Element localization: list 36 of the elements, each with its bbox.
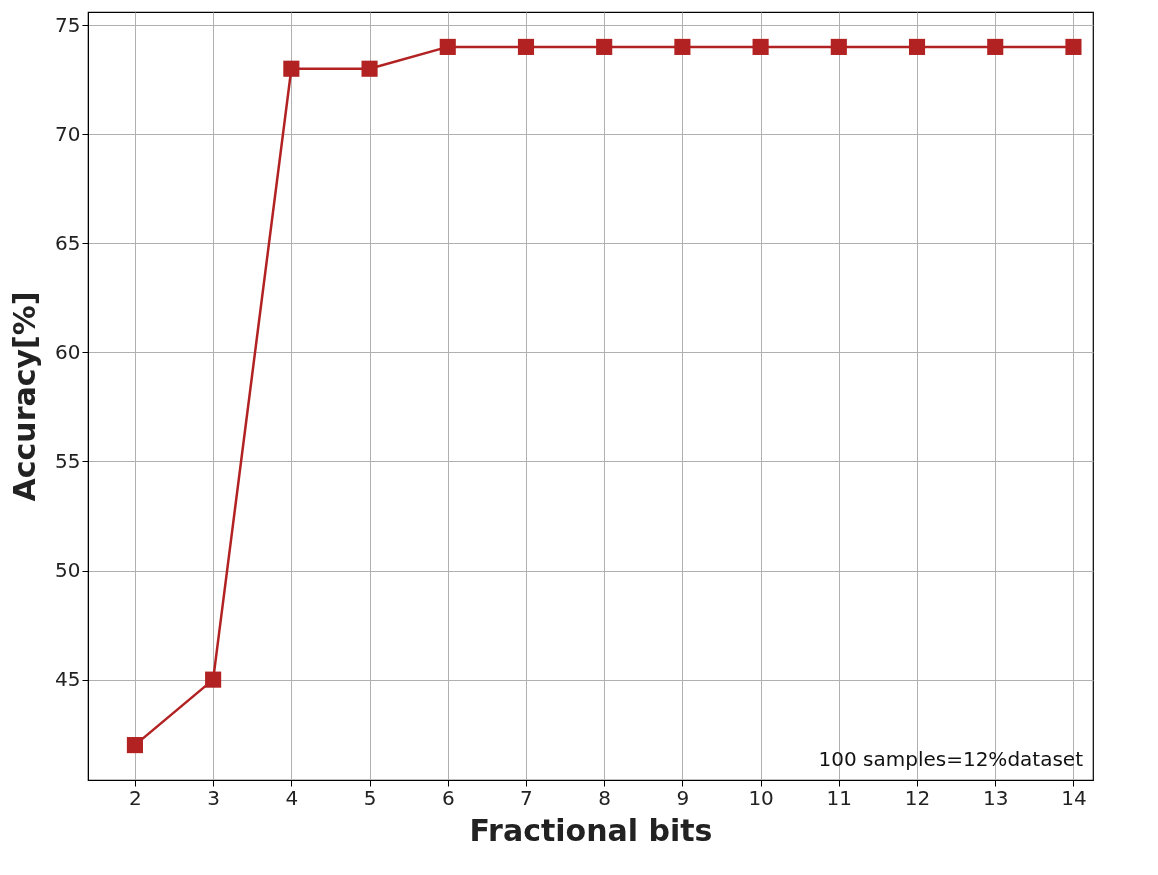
x-tick-label: 13 <box>983 785 1009 810</box>
point <box>674 38 691 55</box>
point <box>126 737 143 754</box>
y-tick-label: 45 <box>55 667 81 692</box>
x-tick-label: 2 <box>129 785 142 810</box>
point <box>439 38 456 55</box>
point <box>361 60 378 77</box>
y-tick-label: 55 <box>55 448 81 473</box>
y-tick-label: 70 <box>55 121 81 146</box>
y-tick-label: 60 <box>55 339 81 364</box>
x-tick-label: 4 <box>285 785 299 810</box>
y-tick-label: 65 <box>55 230 81 255</box>
point <box>596 38 613 55</box>
annotation: 100 samples=12%dataset <box>818 747 1084 771</box>
point <box>752 38 769 55</box>
point <box>908 38 926 55</box>
point <box>1065 38 1082 55</box>
x-tick-label: 10 <box>748 785 774 810</box>
point <box>283 60 300 77</box>
point <box>830 38 847 55</box>
x-tick-label: 9 <box>676 785 690 810</box>
point <box>987 38 1004 55</box>
x-tick-label: 3 <box>207 785 220 810</box>
x-tick-label: 6 <box>441 785 455 810</box>
y-tick-label: 75 <box>55 12 81 37</box>
x-tick-label: 7 <box>520 785 533 810</box>
x-tick-label: 11 <box>826 785 853 810</box>
x-tick-label: 5 <box>363 785 377 810</box>
x-axis-title: Fractional bits <box>469 812 713 848</box>
point <box>517 38 535 55</box>
x-tick-label: 14 <box>1061 785 1087 810</box>
point <box>205 671 222 688</box>
x-tick-label: 12 <box>904 785 931 810</box>
x-tick-label: 8 <box>598 785 612 810</box>
y-axis-title: Accuracy[%] <box>7 291 43 502</box>
y-tick-label: 50 <box>55 558 81 583</box>
